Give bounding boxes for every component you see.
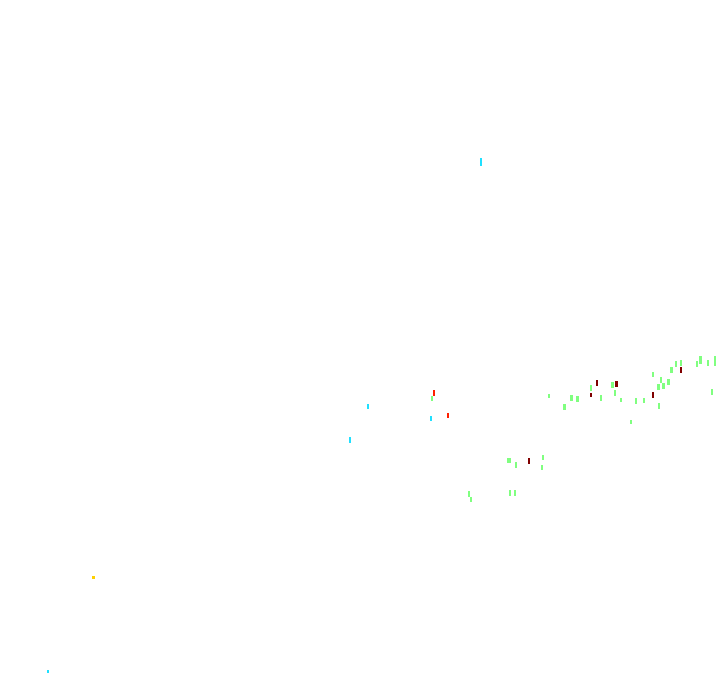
pixel-mark-green [507,458,511,463]
pixel-mark-green [680,360,682,366]
pixel-mark-green [620,398,622,402]
pixel-mark-yellow [92,576,95,579]
pixel-mark-green [541,465,543,470]
pixel-mark-green [431,396,433,401]
pixel-mark-green [611,382,614,388]
pixel-mark-green [652,372,654,377]
pixel-mark-green [514,490,516,496]
pixel-mark-green [696,361,698,367]
pixel-mark-green [675,361,677,367]
pixel-mark-green [548,394,550,398]
pixel-mark-red [447,413,449,418]
pixel-mark-cyan [349,437,351,443]
pixel-mark-dark-red [528,458,530,464]
pixel-mark-green [707,360,709,366]
pixel-mark-green [509,490,511,496]
pixel-mark-green [468,491,470,497]
pixel-mark-green [576,396,579,402]
pixel-mark-green [670,367,673,373]
pixel-mark-green [630,420,632,424]
pixel-mark-green [570,395,573,401]
pixel-mark-cyan [430,416,432,421]
pixel-mark-dark-red [680,367,682,373]
pixel-mark-green [542,455,544,460]
pixel-mark-cyan [367,404,369,409]
pixel-mark-green [590,385,592,391]
pixel-mark-green [667,379,670,385]
pixel-mark-dark-red [652,392,654,398]
pixel-mark-cyan [47,670,49,673]
pixel-mark-green [643,398,645,403]
pixel-mark-green [614,390,616,396]
pixel-mark-green [711,389,713,395]
pixel-mark-green [635,398,637,404]
pixel-mark-dark-red [596,380,598,386]
pixel-mark-dark-red [590,393,592,397]
pixel-mark-red [433,390,435,396]
pixel-mark-green [658,403,660,409]
pixel-mark-green [563,404,566,410]
pixel-mark-green [657,384,660,390]
pixel-mark-green [699,356,702,364]
pixel-mark-cyan [480,158,482,166]
pixel-mark-dark-red [615,381,618,387]
pixel-mark-green [515,462,517,468]
pixel-mark-green [660,377,662,383]
pixel-mark-green [662,383,665,389]
pixel-mark-green [714,356,716,366]
pixel-mark-green [600,395,602,401]
pixel-mark-green [470,497,472,502]
